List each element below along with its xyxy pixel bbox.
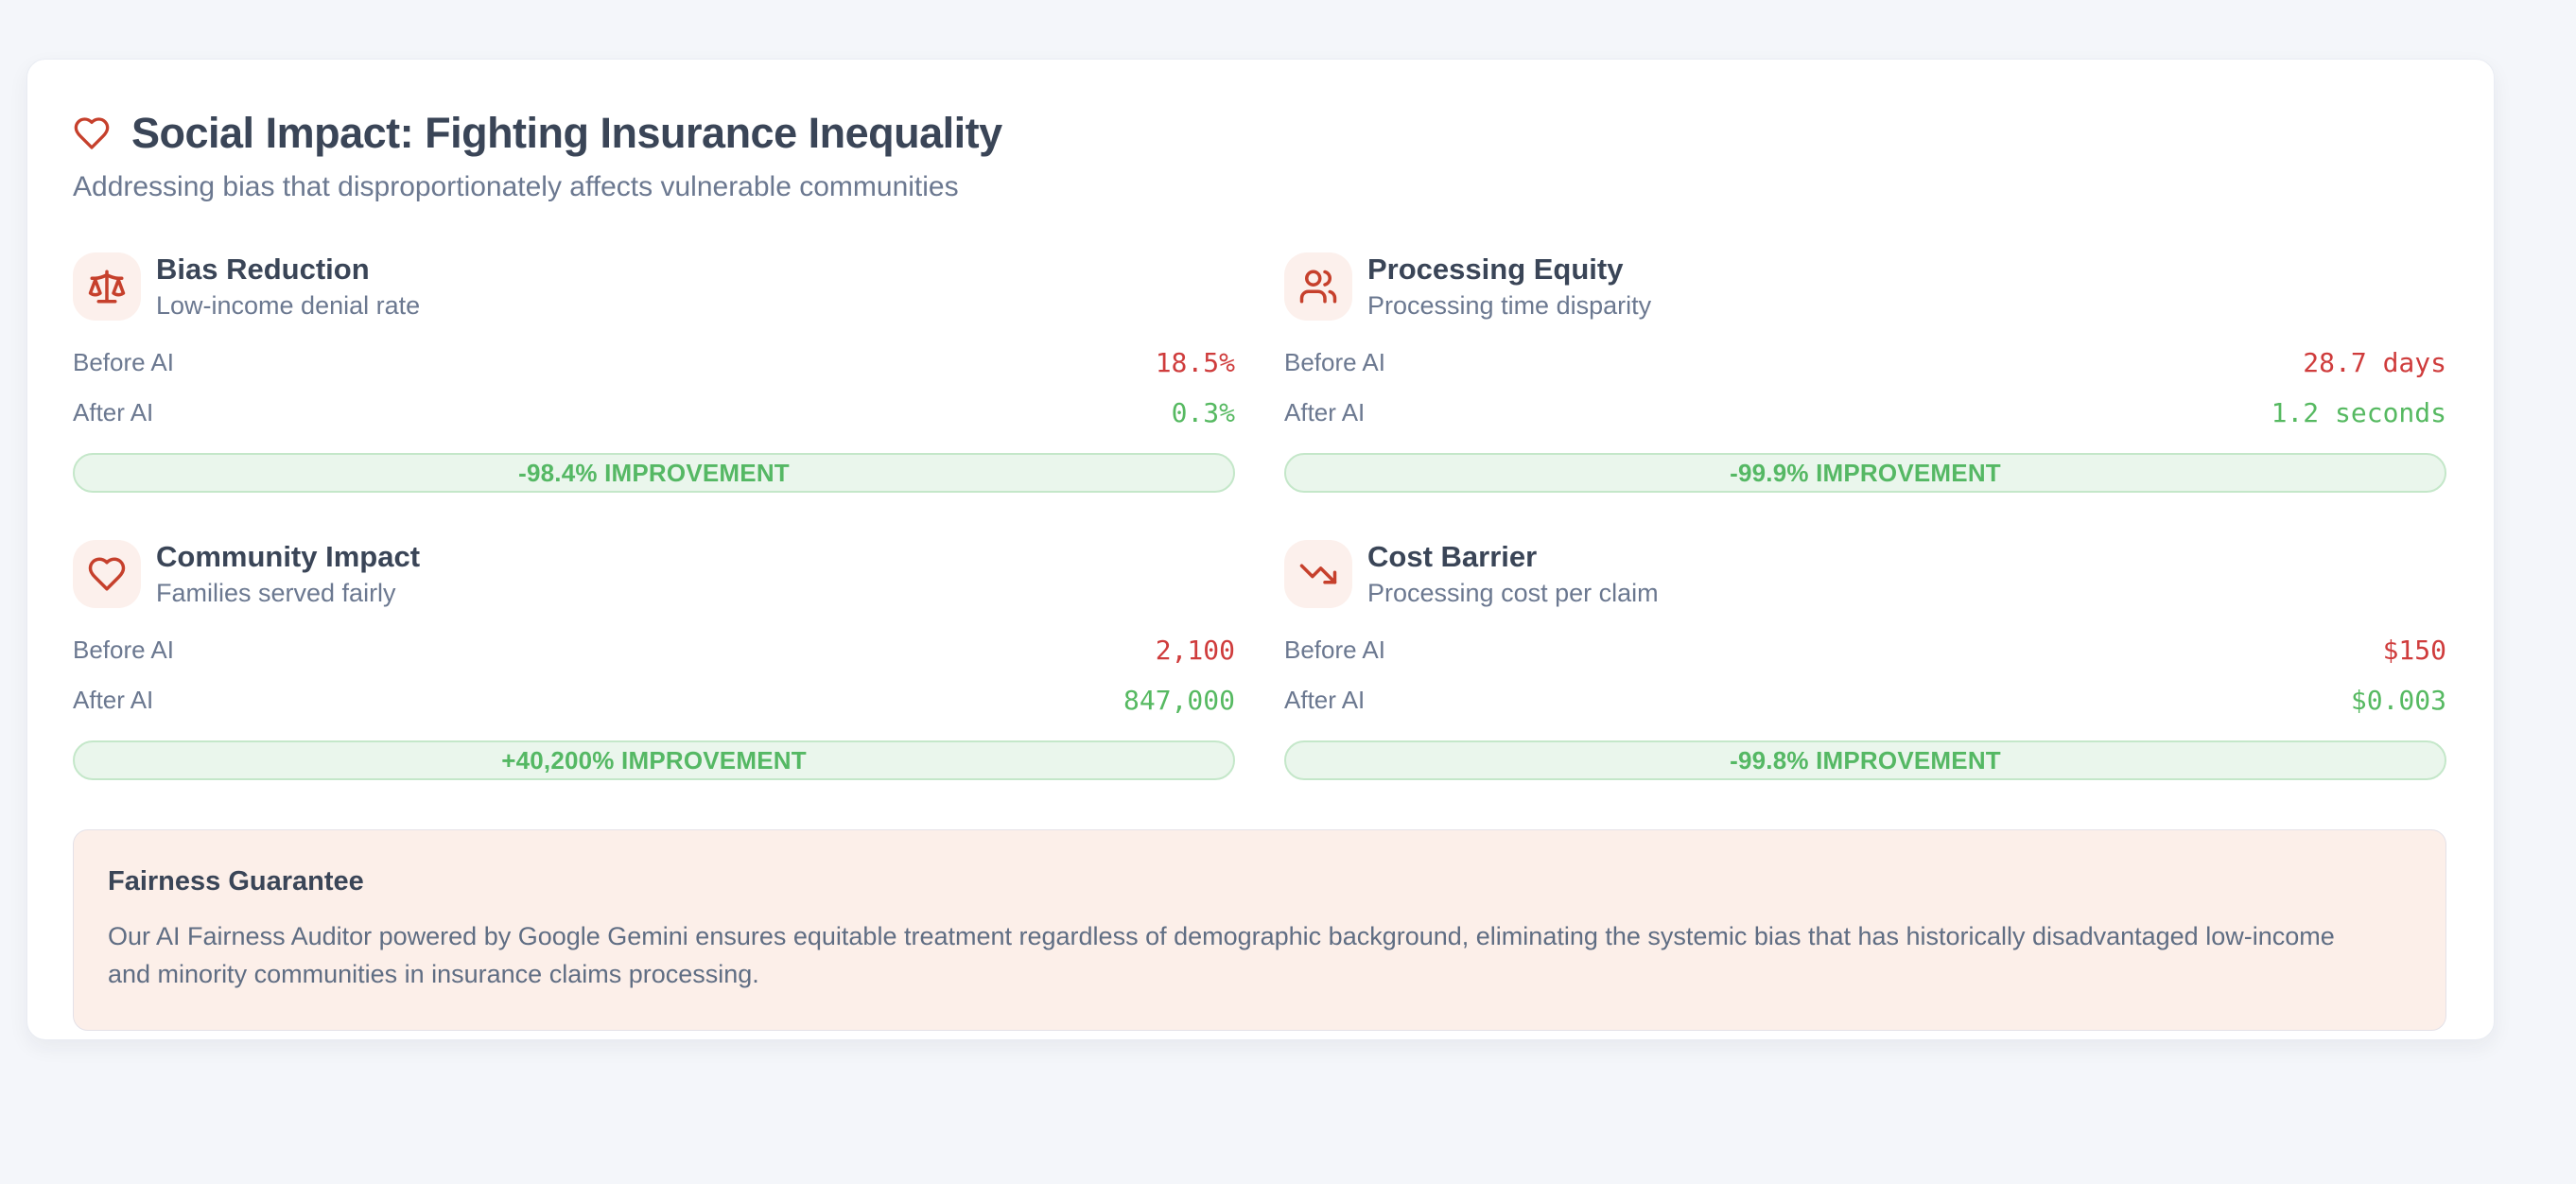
improvement-badge: -98.4% IMPROVEMENT bbox=[73, 453, 1235, 493]
trending-down-icon bbox=[1284, 540, 1352, 608]
metric-card-processing-equity: Processing Equity Processing time dispar… bbox=[1284, 252, 2446, 493]
metric-title: Cost Barrier bbox=[1367, 540, 1538, 573]
after-ai-label: After AI bbox=[1284, 686, 1366, 714]
metric-titles: Bias Reduction Low-income denial rate bbox=[156, 252, 420, 321]
metric-header: Community Impact Families served fairly bbox=[73, 540, 1235, 608]
before-ai-row: Before AI $150 bbox=[1284, 635, 2446, 666]
metric-subtitle: Families served fairly bbox=[156, 579, 396, 607]
improvement-badge: -99.9% IMPROVEMENT bbox=[1284, 453, 2446, 493]
metric-subtitle: Processing time disparity bbox=[1367, 291, 1652, 320]
before-ai-value: 18.5% bbox=[1155, 347, 1235, 378]
scale-icon bbox=[73, 252, 141, 321]
after-ai-label: After AI bbox=[1284, 398, 1366, 427]
metric-titles: Processing Equity Processing time dispar… bbox=[1367, 252, 1651, 321]
metric-titles: Community Impact Families served fairly bbox=[156, 540, 420, 608]
metric-titles: Cost Barrier Processing cost per claim bbox=[1367, 540, 1659, 608]
after-ai-label: After AI bbox=[73, 398, 154, 427]
metric-subtitle: Processing cost per claim bbox=[1367, 579, 1659, 607]
fairness-body: Our AI Fairness Auditor powered by Googl… bbox=[108, 922, 2335, 988]
after-ai-row: After AI 847,000 bbox=[73, 685, 1235, 716]
after-ai-value: $0.003 bbox=[2350, 685, 2446, 716]
fairness-title: Fairness Guarantee bbox=[108, 866, 364, 897]
social-impact-card: Social Impact: Fighting Insurance Inequa… bbox=[26, 59, 2495, 1040]
fairness-guarantee-panel: Fairness Guarantee Our AI Fairness Audit… bbox=[73, 829, 2446, 1031]
metric-card-community-impact: Community Impact Families served fairly … bbox=[73, 540, 1235, 780]
before-ai-row: Before AI 2,100 bbox=[73, 635, 1235, 666]
page-subtitle: Addressing bias that disproportionately … bbox=[73, 171, 959, 202]
after-ai-row: After AI $0.003 bbox=[1284, 685, 2446, 716]
after-ai-row: After AI 0.3% bbox=[73, 397, 1235, 428]
metric-title: Processing Equity bbox=[1367, 252, 1624, 286]
metric-header: Bias Reduction Low-income denial rate bbox=[73, 252, 1235, 321]
before-ai-label: Before AI bbox=[1284, 636, 1385, 664]
before-ai-value: 2,100 bbox=[1155, 635, 1235, 666]
before-ai-label: Before AI bbox=[73, 636, 174, 664]
users-icon bbox=[1284, 252, 1352, 321]
after-ai-value: 1.2 seconds bbox=[2271, 397, 2446, 428]
metric-card-cost-barrier: Cost Barrier Processing cost per claim B… bbox=[1284, 540, 2446, 780]
before-ai-value: 28.7 days bbox=[2303, 347, 2446, 378]
after-ai-row: After AI 1.2 seconds bbox=[1284, 397, 2446, 428]
metric-title: Community Impact bbox=[156, 540, 421, 573]
metric-title: Bias Reduction bbox=[156, 252, 370, 286]
before-ai-value: $150 bbox=[2382, 635, 2446, 666]
page-title: Social Impact: Fighting Insurance Inequa… bbox=[131, 109, 1002, 157]
metric-subtitle: Low-income denial rate bbox=[156, 291, 421, 320]
metrics-grid: Bias Reduction Low-income denial rate Be… bbox=[73, 252, 2446, 780]
heart-icon bbox=[74, 117, 110, 149]
metric-header: Cost Barrier Processing cost per claim bbox=[1284, 540, 2446, 608]
after-ai-value: 0.3% bbox=[1171, 397, 1235, 428]
before-ai-label: Before AI bbox=[73, 348, 174, 376]
before-ai-label: Before AI bbox=[1284, 348, 1385, 376]
after-ai-value: 847,000 bbox=[1123, 685, 1235, 716]
heart-icon bbox=[73, 540, 141, 608]
improvement-badge: -99.8% IMPROVEMENT bbox=[1284, 740, 2446, 780]
metric-header: Processing Equity Processing time dispar… bbox=[1284, 252, 2446, 321]
before-ai-row: Before AI 18.5% bbox=[73, 347, 1235, 378]
improvement-badge: +40,200% IMPROVEMENT bbox=[73, 740, 1235, 780]
before-ai-row: Before AI 28.7 days bbox=[1284, 347, 2446, 378]
card-header: Social Impact: Fighting Insurance Inequa… bbox=[73, 109, 2446, 158]
metric-card-bias-reduction: Bias Reduction Low-income denial rate Be… bbox=[73, 252, 1235, 493]
after-ai-label: After AI bbox=[73, 686, 154, 714]
